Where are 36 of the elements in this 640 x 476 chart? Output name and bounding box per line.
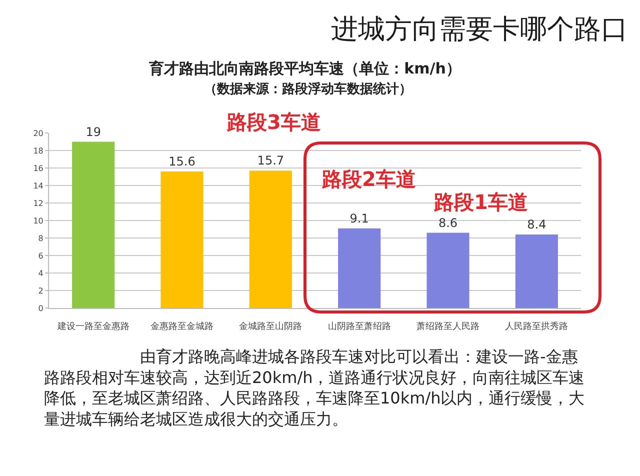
annotation: 路段3车道 xyxy=(226,110,321,134)
y-tick-label: 16 xyxy=(33,164,44,173)
chart-title: 育才路由北向南路段平均车速（单位：km/h） xyxy=(148,59,461,78)
data-label: 9.1 xyxy=(350,211,369,226)
y-tick-label: 0 xyxy=(38,304,44,313)
x-tick-label: 人民路至拱秀路 xyxy=(505,320,568,332)
y-tick-label: 12 xyxy=(33,198,44,208)
x-tick-label: 金惠路至金城路 xyxy=(150,320,214,332)
data-label: 19 xyxy=(86,124,101,139)
y-tick-label: 18 xyxy=(33,146,44,156)
y-tick-label: 2 xyxy=(38,286,44,296)
y-tick-label: 4 xyxy=(38,268,44,278)
x-tick-label: 建设一路至金惠路 xyxy=(56,320,130,332)
bar xyxy=(160,172,204,308)
y-tick-label: 14 xyxy=(33,181,44,190)
y-tick-label: 6 xyxy=(38,251,44,260)
data-label: 15.6 xyxy=(168,154,196,168)
data-label: 8.6 xyxy=(438,216,458,230)
x-tick-label: 萧绍路至人民路 xyxy=(416,320,480,332)
data-label: 15.7 xyxy=(257,154,284,168)
bar xyxy=(426,232,470,308)
bar xyxy=(515,234,558,308)
y-tick-label: 10 xyxy=(33,216,44,226)
bar xyxy=(72,142,115,308)
text: 进城方向需要卡哪个路口 xyxy=(331,14,628,45)
y-tick-label: 8 xyxy=(38,234,44,243)
bar xyxy=(249,170,292,308)
chart-subtitle: （数据来源：路段浮动车数据统计） xyxy=(204,81,412,97)
annotation: 路段2车道 xyxy=(321,167,416,191)
y-tick-label: 20 xyxy=(33,128,44,138)
annotation: 路段1车道 xyxy=(433,190,528,214)
x-tick-label: 金城路至山阴路 xyxy=(239,320,302,332)
bar xyxy=(338,228,381,308)
data-label: 8.4 xyxy=(527,218,546,232)
x-tick-label: 山阴路至萧绍路 xyxy=(328,320,391,332)
text: 由育才路晚高峰进城各路段车速对比可以看出：建设一路-金惠路路段相对车速较高，达到近20km/h，道路通行状况良好，向南往城区车速降低，至老城区萧绍路、人民路路段，车速降至10km/h以内，通行缓慢，大量进城车辆给老城区造成很大的交通压力。 xyxy=(44,347,585,428)
